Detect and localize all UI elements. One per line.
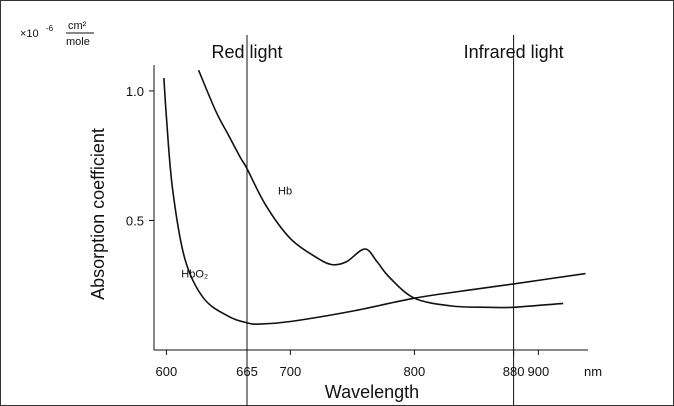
x-tick-label: 700 <box>280 364 302 379</box>
y-multiplier-exponent: -6 <box>46 24 54 33</box>
y-tick-label: 1.0 <box>126 84 144 99</box>
x-tick-label: 800 <box>404 364 426 379</box>
reference-line-label: Red light <box>211 42 282 62</box>
x-axis-title: Wavelength <box>325 382 419 402</box>
x-tick-label: 900 <box>528 364 550 379</box>
y-unit-denominator: mole <box>66 36 90 48</box>
x-unit-label: nm <box>584 364 602 379</box>
reference-line-label: Infrared light <box>464 42 564 62</box>
y-axis-title: Absorption coefficient <box>88 128 108 300</box>
series-label: HbO₂ <box>181 268 208 280</box>
y-unit-numerator: cm² <box>68 20 87 32</box>
series-label: Hb <box>278 186 292 198</box>
y-multiplier: ×10 <box>20 28 39 40</box>
y-tick-label: 0.5 <box>126 213 144 228</box>
series-line-hbo2 <box>163 77 586 325</box>
series-line-hb <box>197 69 564 309</box>
x-tick-label: 600 <box>156 364 178 379</box>
